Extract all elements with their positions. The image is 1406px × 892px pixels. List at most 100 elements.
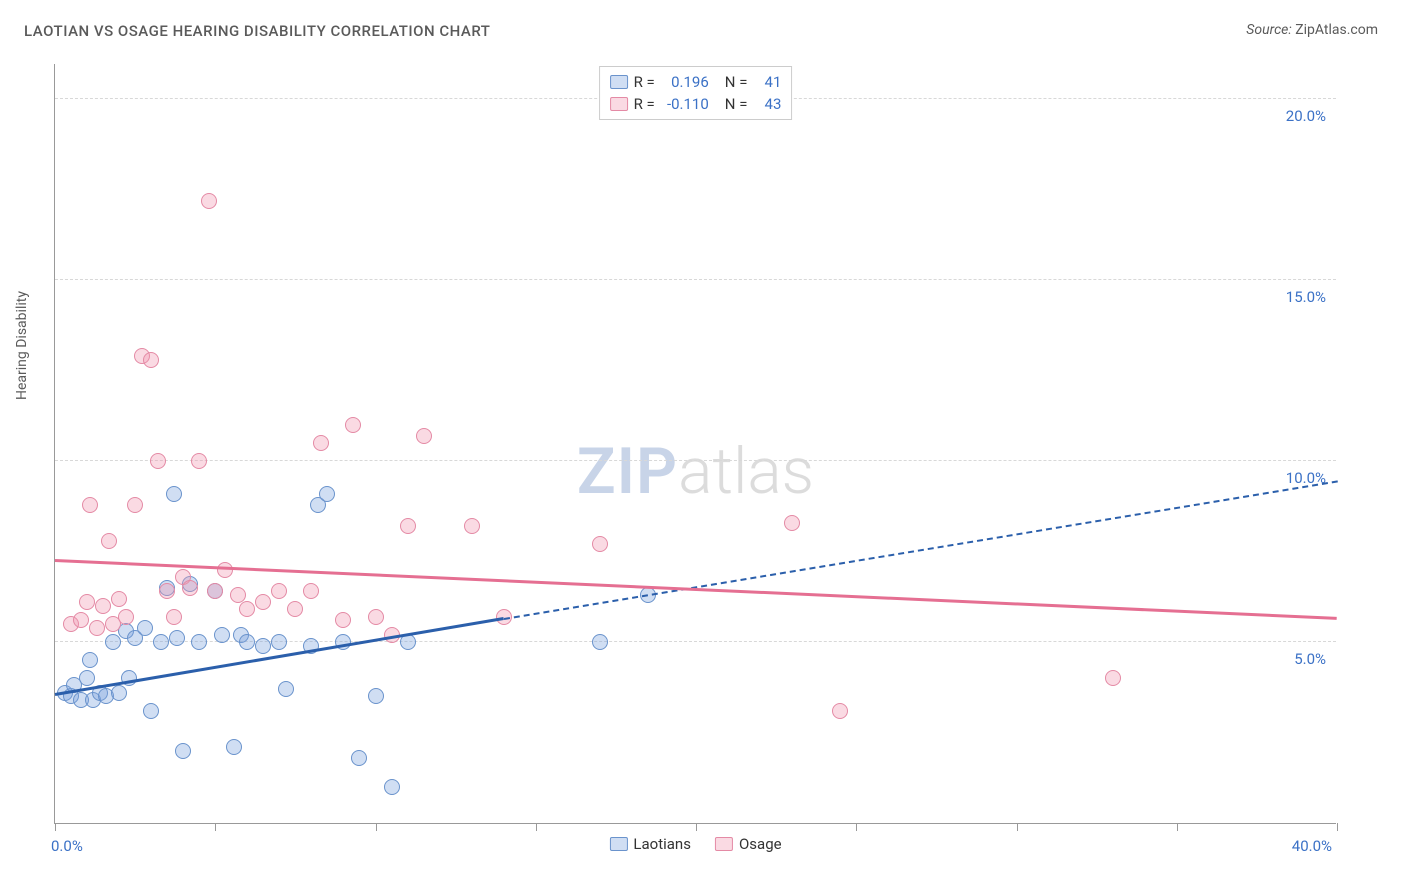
scatter-point — [368, 688, 384, 704]
scatter-point — [159, 583, 175, 599]
scatter-point — [592, 536, 608, 552]
scatter-point — [214, 627, 230, 643]
scatter-point — [73, 612, 89, 628]
scatter-point — [384, 779, 400, 795]
scatter-point — [319, 486, 335, 502]
plot-area: ZIPatlas R =0.196N =41R =-0.110N =43 Lao… — [54, 64, 1336, 824]
scatter-point — [207, 583, 223, 599]
legend-label: Osage — [739, 835, 782, 853]
scatter-point — [278, 681, 294, 697]
gridline — [55, 279, 1336, 280]
scatter-point — [143, 352, 159, 368]
scatter-point — [287, 601, 303, 617]
x-tick — [536, 823, 537, 831]
scatter-point — [303, 583, 319, 599]
scatter-point — [335, 612, 351, 628]
watermark-zip: ZIP — [577, 434, 678, 509]
scatter-point — [79, 670, 95, 686]
scatter-point — [271, 634, 287, 650]
scatter-point — [784, 515, 800, 531]
source-credit: Source: ZipAtlas.com — [1246, 22, 1378, 38]
scatter-point — [400, 518, 416, 534]
x-tick — [1017, 823, 1018, 831]
scatter-point — [182, 580, 198, 596]
scatter-point — [175, 743, 191, 759]
x-tick — [55, 823, 56, 831]
x-tick — [1177, 823, 1178, 831]
scatter-point — [153, 634, 169, 650]
legend-n-value: 41 — [753, 73, 781, 91]
scatter-point — [832, 703, 848, 719]
scatter-point — [111, 591, 127, 607]
scatter-point — [239, 634, 255, 650]
scatter-point — [255, 638, 271, 654]
scatter-point — [416, 428, 432, 444]
legend-n-value: 43 — [753, 95, 781, 113]
scatter-point — [239, 601, 255, 617]
gridline — [55, 460, 1336, 461]
scatter-point — [95, 598, 111, 614]
legend-r-label: R = — [634, 73, 655, 91]
x-tick — [215, 823, 216, 831]
x-tick-label: 40.0% — [1292, 837, 1332, 855]
scatter-point — [89, 620, 105, 636]
x-tick — [1337, 823, 1338, 831]
x-tick — [856, 823, 857, 831]
scatter-point — [82, 497, 98, 513]
scatter-point — [166, 486, 182, 502]
watermark: ZIPatlas — [577, 434, 814, 509]
source-label: Source: — [1246, 22, 1291, 38]
scatter-point — [201, 193, 217, 209]
scatter-point — [345, 417, 361, 433]
scatter-point — [271, 583, 287, 599]
scatter-point — [101, 533, 117, 549]
legend-swatch — [610, 97, 628, 111]
scatter-point — [127, 497, 143, 513]
scatter-point — [105, 634, 121, 650]
scatter-point — [1105, 670, 1121, 686]
scatter-point — [150, 453, 166, 469]
scatter-point — [143, 703, 159, 719]
legend-n-label: N = — [725, 73, 748, 91]
legend-r-value: 0.196 — [661, 73, 709, 91]
watermark-atlas: atlas — [678, 434, 814, 509]
scatter-point — [137, 620, 153, 636]
legend-item: Osage — [715, 835, 782, 853]
scatter-point — [79, 594, 95, 610]
scatter-point — [313, 435, 329, 451]
scatter-point — [118, 609, 134, 625]
scatter-point — [191, 453, 207, 469]
x-tick-label: 0.0% — [51, 837, 83, 855]
scatter-point — [191, 634, 207, 650]
scatter-point — [169, 630, 185, 646]
scatter-point — [82, 652, 98, 668]
legend-swatch — [610, 75, 628, 89]
legend-item: Laotians — [609, 835, 691, 853]
chart-title: LAOTIAN VS OSAGE HEARING DISABILITY CORR… — [24, 22, 490, 40]
scatter-point — [166, 609, 182, 625]
legend-swatch — [609, 837, 627, 851]
legend-n-label: N = — [725, 95, 748, 113]
y-axis-label: Hearing Disability — [14, 291, 30, 400]
scatter-point — [464, 518, 480, 534]
legend-series: Laotians Osage — [609, 835, 781, 853]
scatter-point — [111, 685, 127, 701]
scatter-point — [592, 634, 608, 650]
scatter-point — [226, 739, 242, 755]
y-tick-label: 20.0% — [1286, 107, 1326, 125]
legend-label: Laotians — [633, 835, 691, 853]
source-value: ZipAtlas.com — [1295, 22, 1378, 38]
legend-stat-row: R = 0.196 N = 41 — [610, 71, 782, 93]
x-tick — [696, 823, 697, 831]
x-tick — [376, 823, 377, 831]
legend-r-value: -0.110 — [661, 95, 709, 113]
scatter-point — [368, 609, 384, 625]
legend-swatch — [715, 837, 733, 851]
scatter-point — [230, 587, 246, 603]
scatter-point — [255, 594, 271, 610]
y-tick-label: 15.0% — [1286, 288, 1326, 306]
legend-r-label: R = — [634, 95, 655, 113]
scatter-point — [351, 750, 367, 766]
legend-stat-row: R = -0.110 N = 43 — [610, 93, 782, 115]
y-tick-label: 5.0% — [1294, 650, 1326, 668]
